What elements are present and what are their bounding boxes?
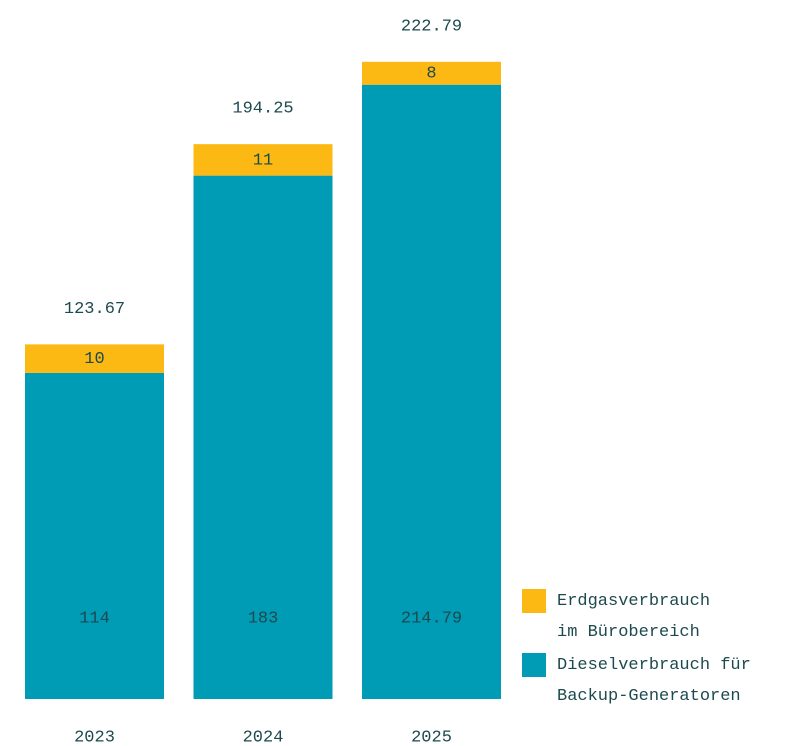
bar-segment	[25, 344, 164, 373]
legend-swatch	[522, 653, 546, 677]
legend-swatch	[522, 589, 546, 613]
total-label: 123.67	[64, 300, 125, 319]
legend-item: Dieselverbrauch für Backup-Generatoren	[522, 650, 762, 712]
value-label: 10	[84, 350, 104, 369]
legend: Erdgasverbrauch im Bürobereich Dieselverb…	[522, 586, 762, 714]
total-label: 222.79	[401, 17, 462, 36]
legend-label: Erdgasverbrauch im Bürobereich	[557, 592, 711, 642]
bar-segment	[362, 61, 501, 85]
legend-label: Dieselverbrauch für Backup-Generatoren	[557, 656, 751, 706]
bar-segment	[362, 84, 501, 699]
value-label: 214.79	[401, 609, 462, 628]
legend-item: Erdgasverbrauch im Bürobereich	[522, 586, 762, 648]
x-tick-label: 2023	[74, 728, 115, 746]
bar-segment	[25, 372, 164, 699]
value-label: 183	[248, 609, 279, 628]
bar-segment	[193, 144, 333, 176]
total-label: 194.25	[232, 100, 293, 119]
x-tick-label: 2025	[411, 728, 452, 746]
x-tick-label: 2024	[243, 728, 284, 746]
value-label: 8	[426, 65, 436, 84]
bar-segment	[193, 175, 333, 699]
value-label: 114	[79, 609, 110, 628]
value-label: 11	[253, 151, 273, 170]
